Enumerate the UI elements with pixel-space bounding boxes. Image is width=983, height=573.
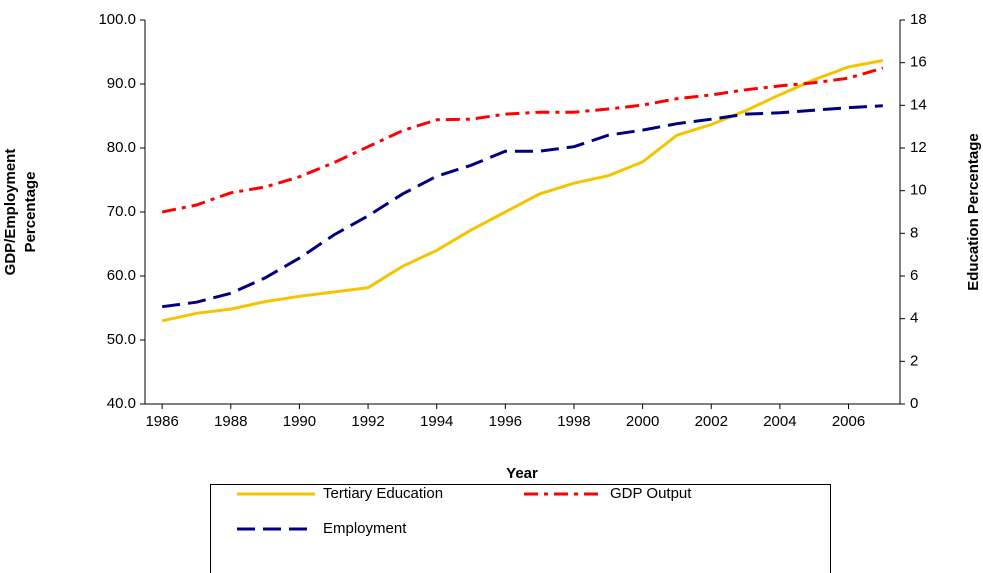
legend-box [210,484,831,573]
y2-tick-label: 0 [910,395,918,412]
y2-tick-label: 16 [910,54,927,71]
x-tick-label: 1986 [145,413,178,430]
y-tick-label: 90.0 [107,75,136,92]
x-tick-label: 2004 [763,413,796,430]
x-tick-label: 2002 [695,413,728,430]
y2-tick-label: 4 [910,310,918,327]
x-tick-label: 1998 [557,413,590,430]
x-axis-title: Year [506,465,538,482]
y-tick-label: 70.0 [107,203,136,220]
legend-label: Tertiary Education [323,485,443,502]
y2-tick-label: 8 [910,224,918,241]
y-tick-label: 80.0 [107,139,136,156]
x-tick-label: 2006 [832,413,865,430]
y2-axis-title: Education Percentage [965,133,982,291]
y-tick-label: 60.0 [107,267,136,284]
x-tick-label: 1992 [351,413,384,430]
x-tick-label: 1994 [420,413,453,430]
legend-label: Employment [323,520,407,537]
series-line [161,66,884,214]
y-tick-label: 50.0 [107,331,136,348]
series-line [161,59,884,323]
series-line [162,104,883,309]
legend-label: GDP Output [610,485,692,502]
y2-tick-label: 10 [910,182,927,199]
x-tick-label: 1996 [489,413,522,430]
y2-tick-label: 18 [910,11,927,28]
x-tick-label: 2000 [626,413,659,430]
y-axis-title: GDP/Employment Percentage [2,148,39,276]
y-tick-label: 40.0 [107,395,136,412]
y2-tick-label: 2 [910,352,918,369]
x-tick-label: 1988 [214,413,247,430]
y2-tick-label: 14 [910,96,927,113]
y-tick-label: 100.0 [98,11,136,28]
y2-tick-label: 6 [910,267,918,284]
y2-tick-label: 12 [910,139,927,156]
x-tick-label: 1990 [283,413,316,430]
